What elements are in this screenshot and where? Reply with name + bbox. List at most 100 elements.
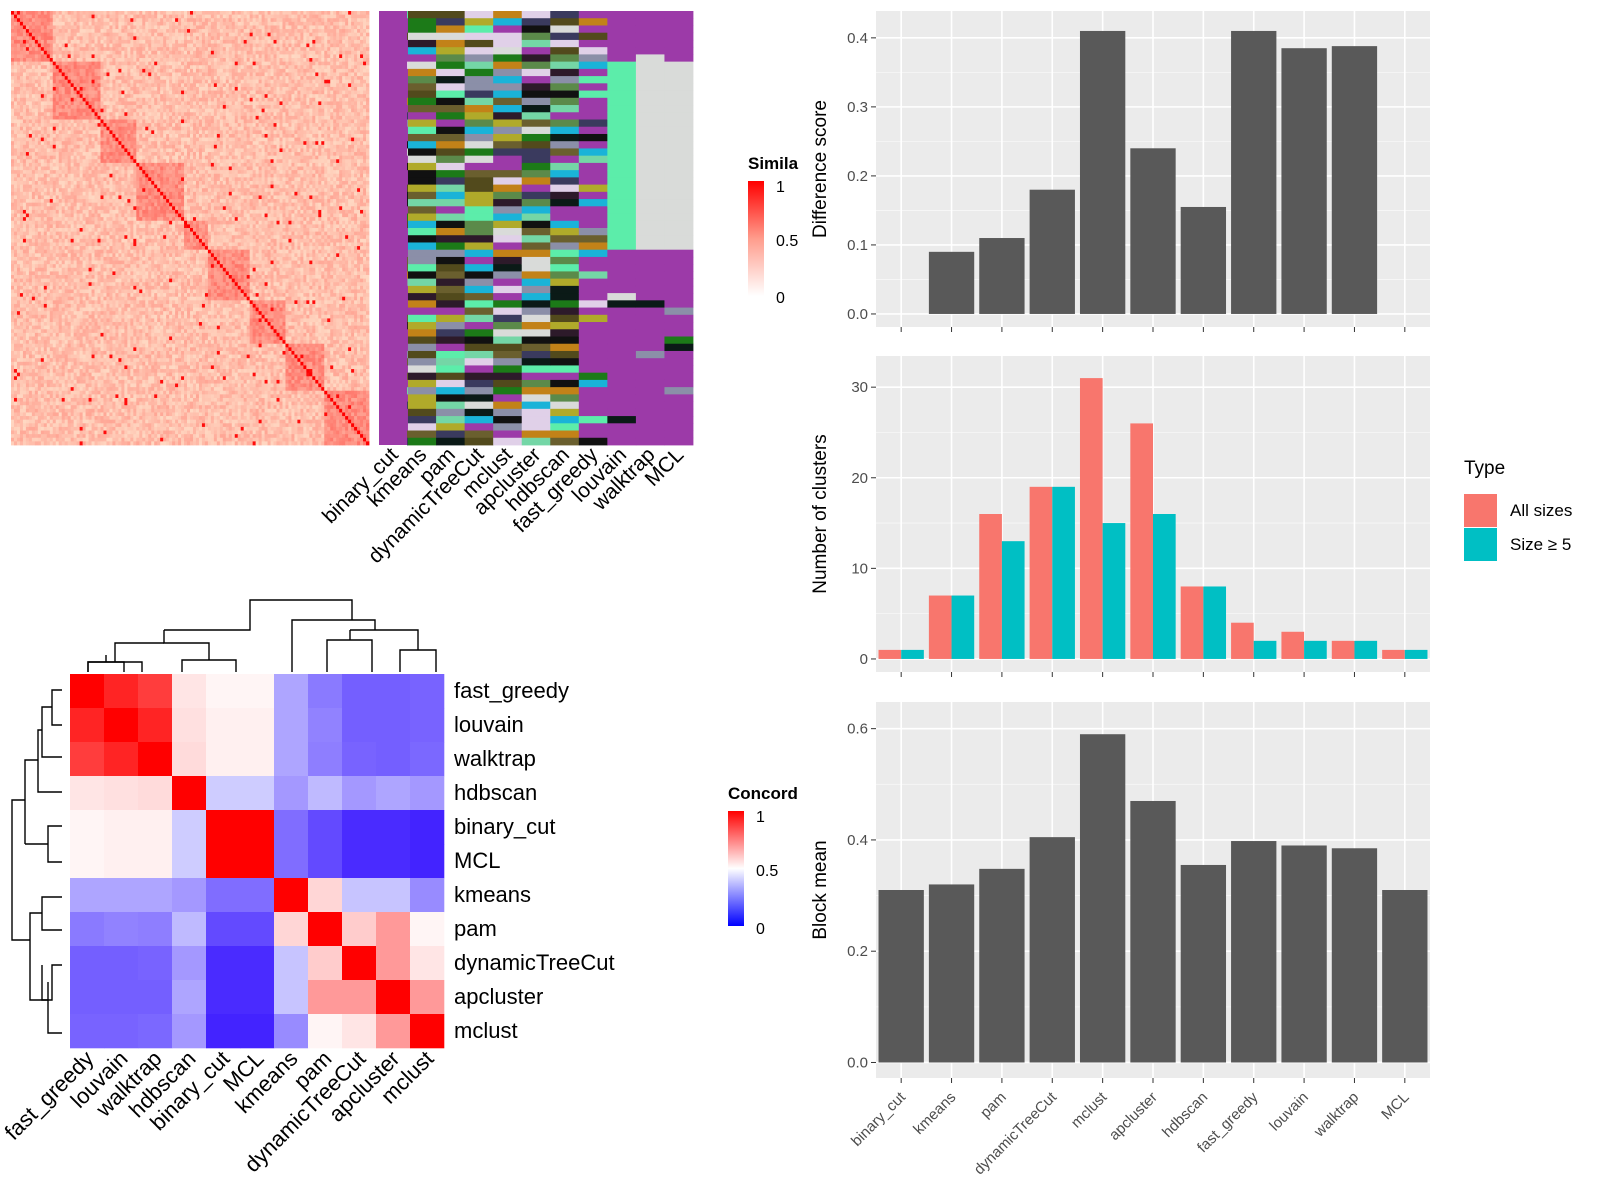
similarity-cell	[34, 21, 39, 26]
similarity-cell	[219, 61, 224, 66]
similarity-cell	[231, 130, 236, 135]
similarity-cell	[303, 47, 307, 52]
similarity-cell	[79, 14, 83, 19]
similarity-cell	[219, 32, 224, 37]
similarity-cell	[184, 119, 188, 124]
similarity-cell	[252, 141, 257, 146]
similarity-cell	[190, 50, 194, 55]
similarity-cell	[175, 11, 179, 16]
similarity-cell	[246, 148, 251, 153]
similarity-cell	[297, 155, 301, 160]
similarity-cell	[136, 58, 140, 63]
similarity-cell	[288, 79, 292, 84]
similarity-cell	[279, 155, 283, 160]
similarity-cell	[312, 133, 316, 138]
similarity-cell	[360, 141, 364, 146]
similarity-cell	[160, 36, 164, 41]
similarity-cell	[79, 83, 83, 88]
similarity-cell	[255, 133, 260, 138]
similarity-cell	[198, 11, 203, 16]
similarity-cell	[181, 58, 185, 63]
similarity-cell	[321, 141, 325, 146]
similarity-cell	[294, 39, 298, 44]
similarity-cell	[145, 36, 149, 41]
similarity-cell	[267, 36, 271, 41]
similarity-cell	[67, 72, 72, 77]
similarity-cell	[91, 21, 95, 26]
similarity-cell	[109, 112, 113, 117]
similarity-cell	[106, 90, 110, 95]
similarity-cell	[82, 144, 86, 149]
similarity-cell	[273, 50, 277, 55]
similarity-cell	[154, 50, 158, 55]
similarity-cell	[240, 105, 245, 110]
similarity-cell	[115, 152, 119, 157]
similarity-cell	[207, 76, 212, 81]
similarity-cell	[175, 141, 179, 146]
similarity-cell	[64, 108, 69, 113]
similarity-cell	[85, 101, 89, 106]
similarity-cell	[40, 14, 45, 19]
similarity-cell	[351, 101, 355, 106]
similarity-cell	[222, 159, 227, 164]
similarity-cell	[297, 47, 301, 52]
similarity-cell	[210, 101, 215, 106]
similarity-cell	[318, 126, 322, 131]
similarity-cell	[22, 141, 27, 146]
similarity-cell	[40, 65, 45, 70]
similarity-cell	[279, 83, 283, 88]
similarity-cell	[291, 58, 295, 63]
similarity-cell	[252, 155, 257, 160]
similarity-cell	[231, 112, 236, 117]
similarity-cell	[94, 86, 98, 91]
similarity-cell	[234, 115, 239, 120]
similarity-cell	[354, 32, 358, 37]
similarity-cell	[154, 133, 158, 138]
similarity-cell	[187, 50, 191, 55]
similarity-cell	[216, 101, 221, 106]
similarity-cell	[297, 65, 301, 70]
similarity-cell	[222, 148, 227, 153]
similarity-cell	[204, 39, 209, 44]
similarity-cell	[79, 21, 83, 26]
similarity-cell	[306, 43, 310, 48]
similarity-cell	[285, 130, 289, 135]
similarity-cell	[190, 119, 194, 124]
similarity-cell	[25, 58, 30, 63]
similarity-cell	[181, 141, 185, 146]
similarity-cell	[46, 144, 51, 149]
similarity-cell	[258, 54, 262, 59]
similarity-cell	[327, 126, 331, 131]
similarity-cell	[234, 36, 239, 41]
similarity-cell	[25, 152, 30, 157]
similarity-cell	[342, 112, 346, 117]
similarity-cell	[192, 126, 197, 131]
similarity-cell	[216, 21, 221, 26]
similarity-cell	[127, 43, 131, 48]
similarity-cell	[297, 141, 301, 146]
similarity-cell	[201, 148, 206, 153]
similarity-cell	[190, 159, 194, 164]
similarity-cell	[243, 39, 248, 44]
similarity-cell	[294, 115, 298, 120]
similarity-cell	[264, 18, 268, 23]
similarity-cell	[204, 36, 209, 41]
similarity-cell	[309, 11, 313, 16]
similarity-cell	[100, 112, 104, 117]
similarity-cell	[76, 115, 81, 120]
similarity-cell	[178, 14, 182, 19]
similarity-cell	[154, 152, 158, 157]
similarity-cell	[142, 47, 146, 52]
similarity-cell	[342, 54, 346, 59]
similarity-cell	[124, 58, 128, 63]
similarity-cell	[187, 108, 191, 113]
similarity-cell	[231, 90, 236, 95]
similarity-cell	[219, 54, 224, 59]
similarity-cell	[133, 97, 137, 102]
similarity-cell	[64, 105, 69, 110]
similarity-cell	[345, 21, 349, 26]
similarity-cell	[169, 39, 173, 44]
similarity-cell	[118, 144, 122, 149]
similarity-cell	[213, 94, 218, 99]
similarity-cell	[58, 43, 63, 48]
